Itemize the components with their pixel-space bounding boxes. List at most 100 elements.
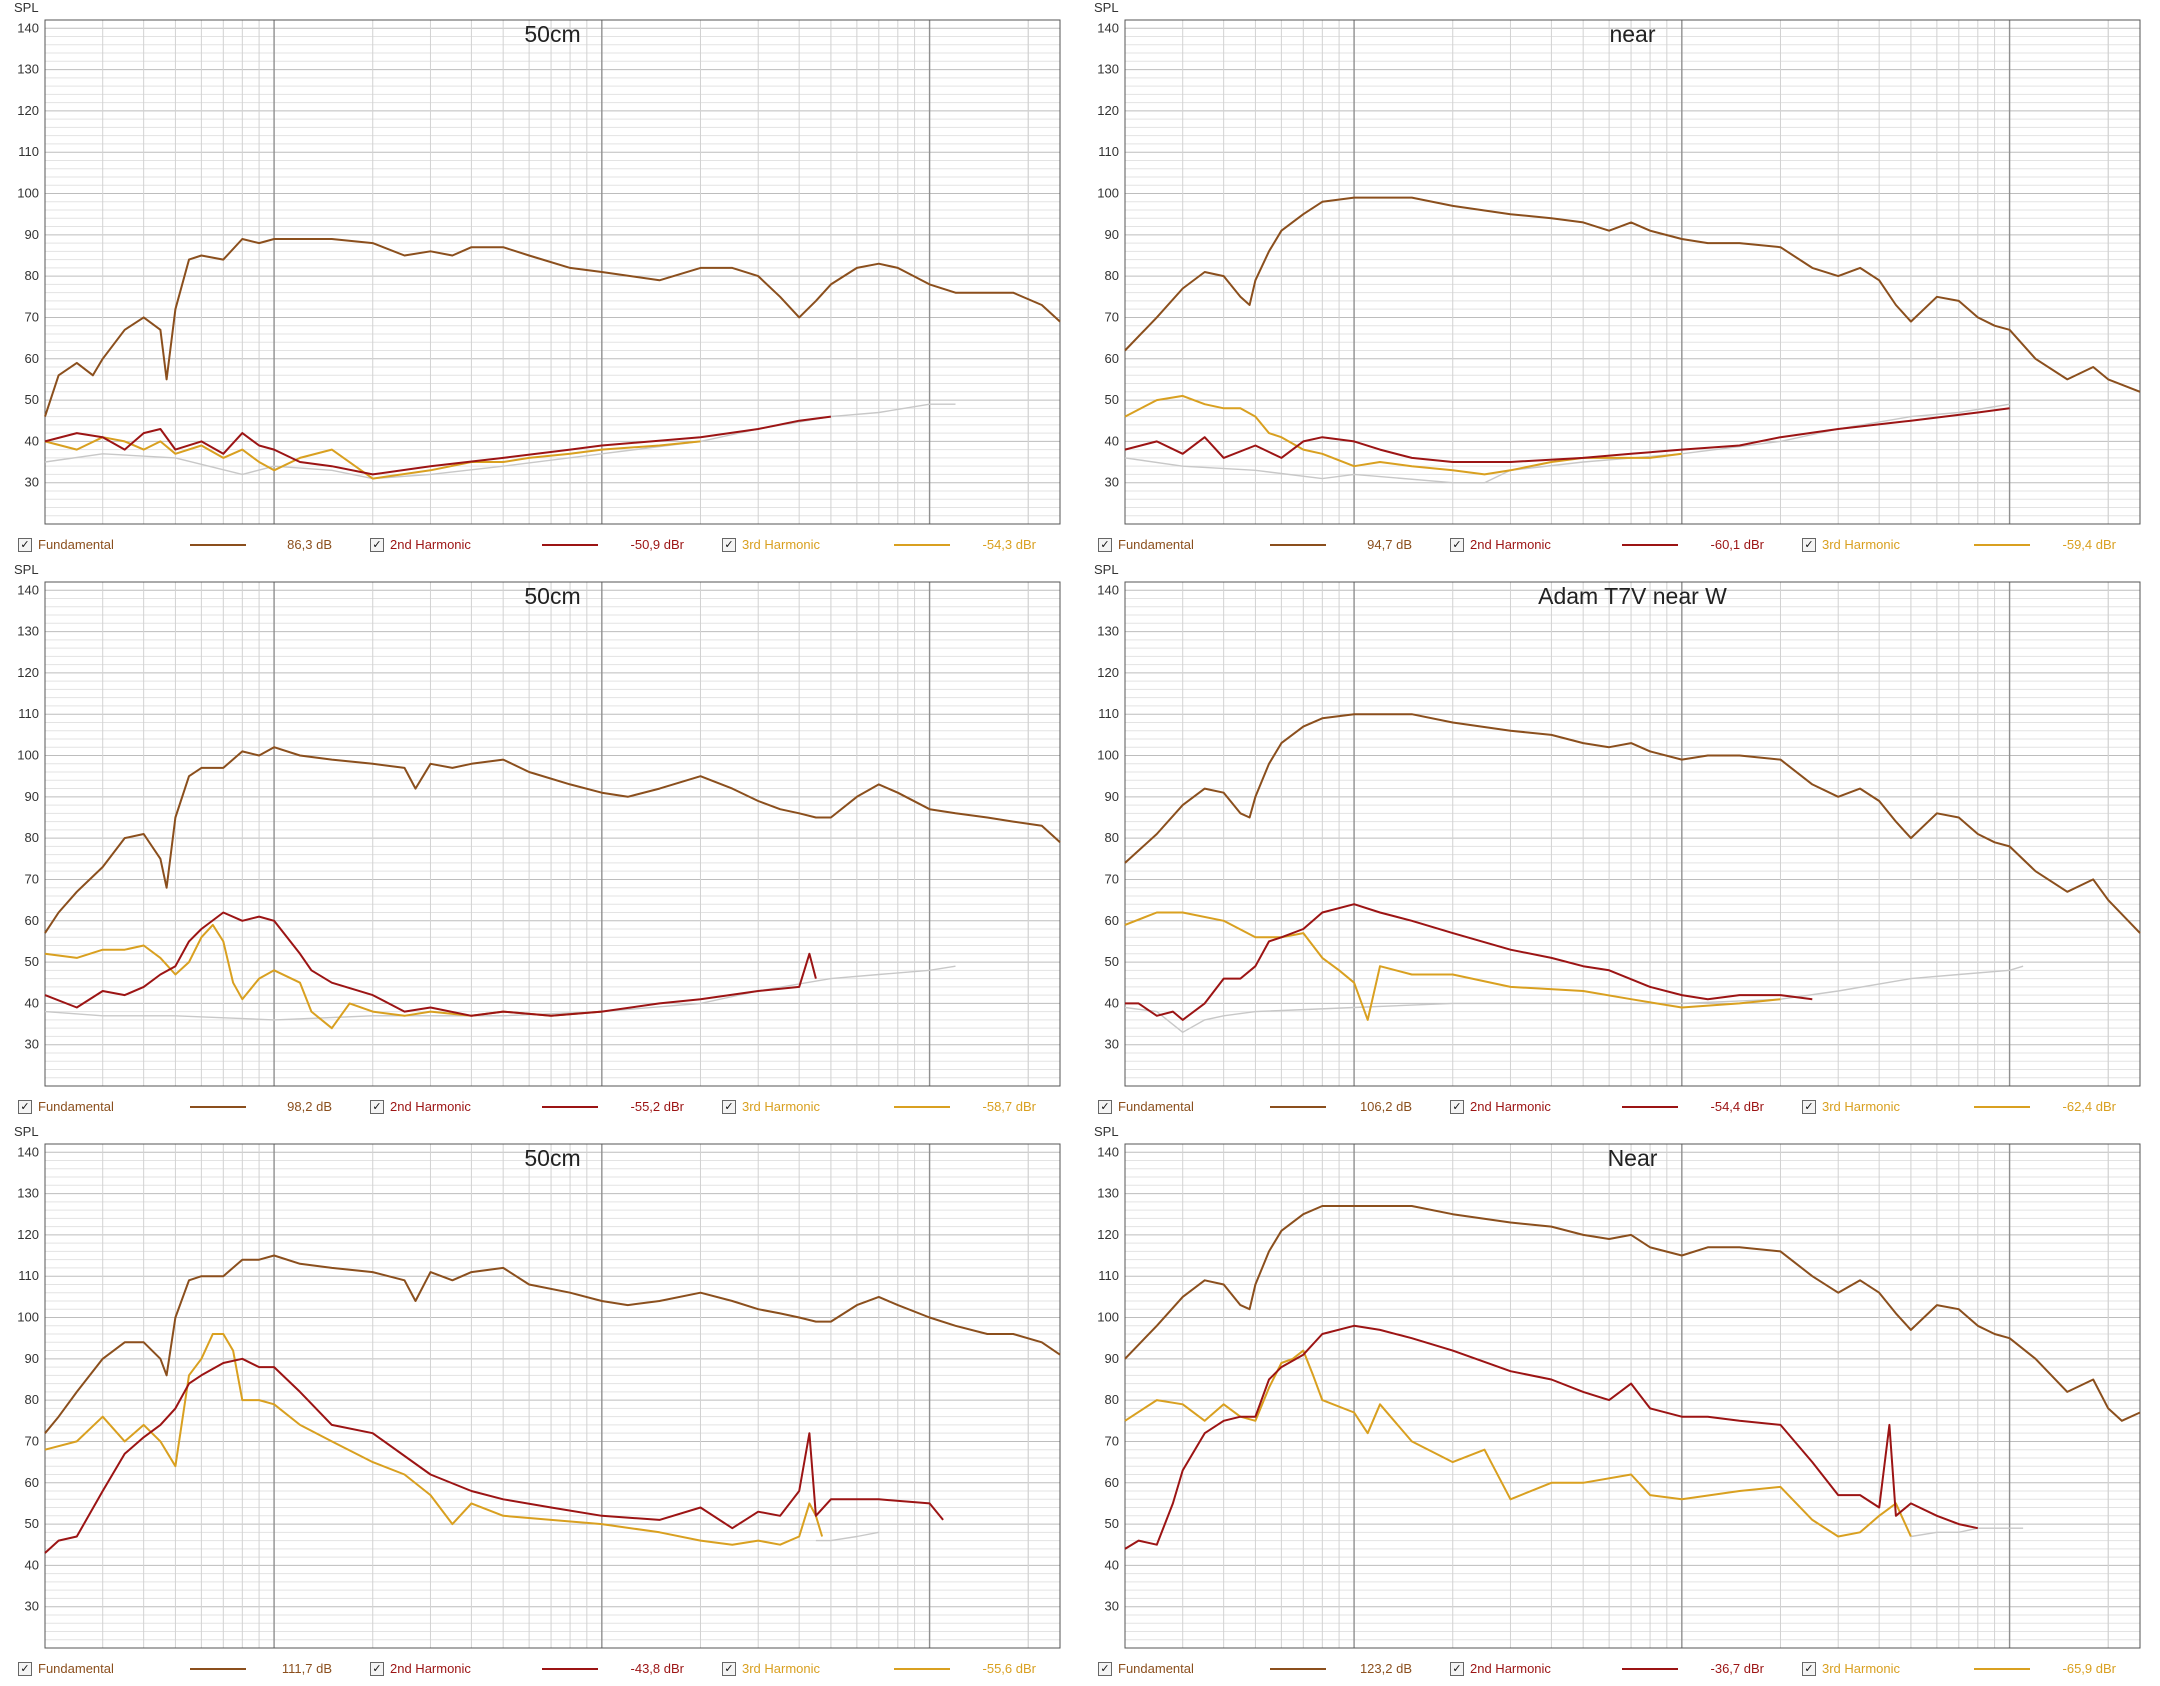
x-tick-label: 3k [1831, 528, 1845, 530]
legend-checkbox[interactable]: ✓ [1802, 1662, 1816, 1676]
legend-label: 3rd Harmonic [1822, 537, 1901, 552]
y-tick-label: 130 [1097, 1186, 1119, 1201]
chart-title: 50cm [524, 583, 580, 609]
x-tick-label: 40 [136, 1652, 150, 1654]
x-tick-label: 20 [1118, 1090, 1132, 1092]
y-tick-label: 90 [25, 789, 39, 804]
x-tick-label: 100 [1343, 1652, 1365, 1654]
y-tick-label: 80 [25, 830, 39, 845]
x-tick-label: 600 [518, 1652, 540, 1654]
x-tick-label: 30 [95, 1090, 109, 1092]
x-tick-label: 6k [850, 528, 864, 530]
x-tick-label: 10k [919, 1652, 940, 1654]
x-tick-label: 8k [1971, 1652, 1985, 1654]
legend-item-fundamental: ✓ Fundamental 111,7 dB [18, 1656, 358, 1682]
y-tick-label: 50 [25, 392, 39, 407]
x-tick-label: 2k [1774, 1652, 1788, 1654]
x-tick-label: 25kHz [1041, 1652, 1078, 1654]
y-tick-label: 40 [1105, 433, 1119, 448]
legend-checkbox[interactable]: ✓ [1450, 1662, 1464, 1676]
x-tick-label: 50 [1248, 1652, 1262, 1654]
series-line-h2 [1124, 407, 2010, 463]
series-line-noise [1124, 403, 2010, 484]
legend-checkbox[interactable]: ✓ [722, 1662, 736, 1676]
y-tick-label: 140 [17, 20, 39, 35]
legend-checkbox[interactable]: ✓ [722, 1100, 736, 1114]
x-tick-label: 2k [694, 1652, 708, 1654]
legend-checkbox[interactable]: ✓ [722, 538, 736, 552]
x-tick-label: 50 [168, 1652, 182, 1654]
plot-frame [1124, 1143, 2141, 1649]
x-tick-label: 4k [792, 528, 806, 530]
legend-value: 94,7 dB [1367, 537, 1412, 552]
y-tick-label: 110 [1098, 706, 1119, 721]
y-tick-label: 130 [1097, 624, 1119, 639]
legend-item-h3: ✓ 3rd Harmonic -59,4 dBr [1802, 532, 2142, 558]
legend-item-h2: ✓ 2nd Harmonic -36,7 dBr [1450, 1656, 1790, 1682]
chart-panel-3: 140 130 120 110 100 90 80 70 60 50 40 30 SPL 20 30 40 50… [0, 562, 1080, 1124]
legend-swatch [1974, 544, 2030, 546]
legend-checkbox[interactable]: ✓ [370, 1662, 384, 1676]
y-tick-label: 70 [25, 309, 39, 324]
legend-checkbox[interactable]: ✓ [1098, 538, 1112, 552]
x-tick-label: 800 [559, 1652, 581, 1654]
legend-checkbox[interactable]: ✓ [18, 538, 32, 552]
x-tick-label: 200 [1442, 528, 1464, 530]
y-tick-label: 80 [25, 1392, 39, 1407]
series-line-h3 [44, 436, 701, 480]
x-tick-label: 1k [1675, 1090, 1689, 1092]
legend-checkbox[interactable]: ✓ [1802, 1100, 1816, 1114]
y-tick-label: 50 [25, 954, 39, 969]
legend-checkbox[interactable]: ✓ [370, 538, 384, 552]
legend-checkbox[interactable]: ✓ [1098, 1662, 1112, 1676]
y-axis-label: SPL [14, 1124, 39, 1139]
x-tick-label: 400 [461, 1652, 483, 1654]
series-line-fundamental [1124, 1205, 2141, 1422]
x-tick-label: 4k [1872, 1090, 1886, 1092]
x-tick-label: 400 [1541, 1090, 1563, 1092]
x-tick-label: 80 [1315, 1090, 1329, 1092]
y-tick-label: 100 [17, 1310, 39, 1325]
legend-value: -62,4 dBr [2062, 1099, 2116, 1114]
legend-checkbox[interactable]: ✓ [18, 1662, 32, 1676]
x-tick-label: 25kHz [2121, 528, 2158, 530]
x-tick-label: 50 [1248, 528, 1262, 530]
x-tick-label: 20 [38, 528, 52, 530]
y-tick-label: 40 [25, 433, 39, 448]
legend-item-fundamental: ✓ Fundamental 98,2 dB [18, 1094, 358, 1120]
x-tick-label: 40 [1216, 528, 1230, 530]
legend-value: -54,4 dBr [1710, 1099, 1764, 1114]
x-tick-label: 20 [38, 1652, 52, 1654]
legend-item-fundamental: ✓ Fundamental 123,2 dB [1098, 1656, 1438, 1682]
x-tick-label: 3k [751, 528, 765, 530]
legend-item-h2: ✓ 2nd Harmonic -55,2 dBr [370, 1094, 710, 1120]
chart-svg: 140 130 120 110 100 90 80 70 60 50 40 30 SPL 20 30 40 50… [1094, 1124, 2158, 1654]
chart-title: Near [1608, 1145, 1658, 1171]
legend-checkbox[interactable]: ✓ [18, 1100, 32, 1114]
x-tick-label: 80 [235, 1652, 249, 1654]
legend-checkbox[interactable]: ✓ [1450, 1100, 1464, 1114]
legend-label: 2nd Harmonic [1470, 1661, 1551, 1676]
series-line-fundamental [44, 1254, 1061, 1434]
y-tick-label: 90 [25, 227, 39, 242]
y-tick-label: 50 [1105, 1516, 1119, 1531]
y-tick-label: 120 [17, 103, 39, 118]
series-line-h3 [1124, 394, 1682, 476]
legend-value: -55,6 dBr [982, 1661, 1036, 1676]
series-line-fundamental [1124, 713, 2141, 934]
x-tick-label: 100 [1343, 1090, 1365, 1092]
chart-panel-5: 140 130 120 110 100 90 80 70 60 50 40 30 SPL 20 30 40 50… [0, 1124, 1080, 1686]
legend-checkbox[interactable]: ✓ [1450, 538, 1464, 552]
x-tick-label: 200 [1442, 1652, 1464, 1654]
y-tick-label: 40 [25, 995, 39, 1010]
chart-title: Adam T7V near W [1538, 583, 1727, 609]
y-tick-label: 30 [1105, 1037, 1119, 1052]
x-tick-label: 5k [824, 528, 838, 530]
legend-checkbox[interactable]: ✓ [370, 1100, 384, 1114]
x-tick-label: 400 [461, 1090, 483, 1092]
legend-checkbox[interactable]: ✓ [1802, 538, 1816, 552]
x-tick-label: 3k [1831, 1652, 1845, 1654]
legend-value: -36,7 dBr [1710, 1661, 1764, 1676]
legend-checkbox[interactable]: ✓ [1098, 1100, 1112, 1114]
y-axis-label: SPL [1094, 1124, 1119, 1139]
